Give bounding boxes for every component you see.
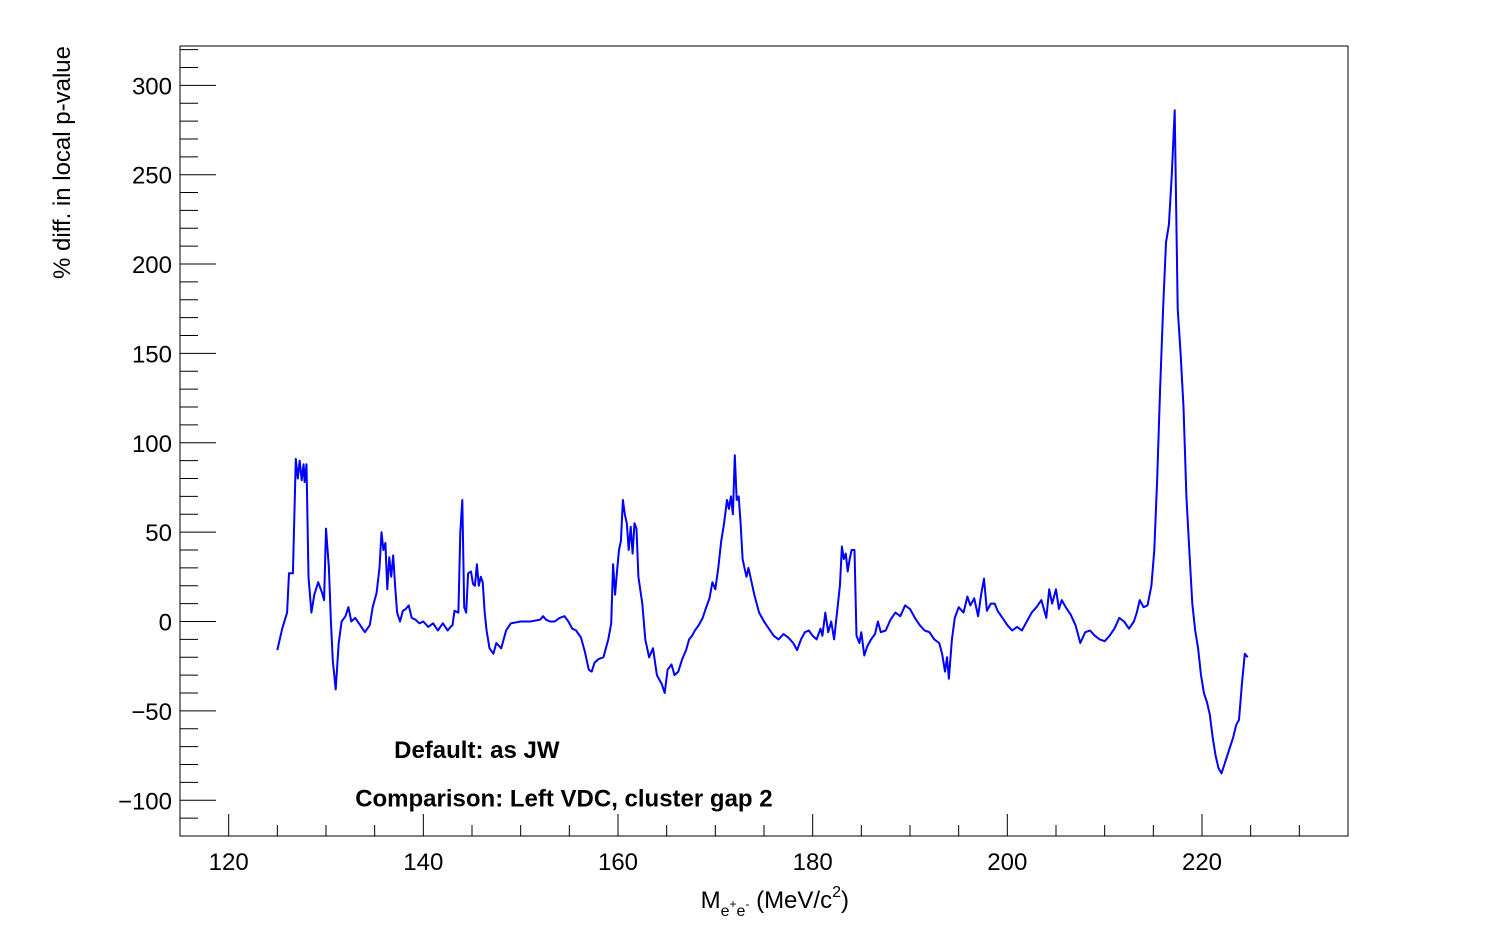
series-line [276,109,1249,775]
x-tick-label: 120 [209,849,249,876]
x-tick-label: 140 [403,849,443,876]
y-tick-label: −100 [118,788,172,815]
y-tick-labels: −100 −50 0 50 100 150 200 250 300 [118,73,172,815]
annotation-text: Default: as JW [394,737,560,764]
x-tick-label: 180 [793,849,833,876]
y-tick-label: 0 [159,610,172,637]
x-tick-label: 220 [1182,849,1222,876]
x-tick-labels: 120 140 160 180 200 220 [209,849,1222,876]
annotations: Default: as JW Comparison: Left VDC, clus… [355,737,772,812]
axis-ticks [179,49,1349,837]
annotation-text: Comparison: Left VDC, cluster gap 2 [355,785,772,812]
x-tick-label: 160 [598,849,638,876]
y-axis-title: % diff. in local p-value [49,46,76,279]
y-tick-label: 150 [132,341,172,368]
x-axis-title: Me+e- (MeV/c2) [701,884,849,920]
y-tick-label: 50 [145,520,172,547]
y-tick-label: 100 [132,431,172,458]
y-tick-label: 200 [132,252,172,279]
x-tick-label: 200 [987,849,1027,876]
y-tick-label: 300 [132,73,172,100]
y-tick-label: 250 [132,163,172,190]
y-tick-label: −50 [131,699,172,726]
